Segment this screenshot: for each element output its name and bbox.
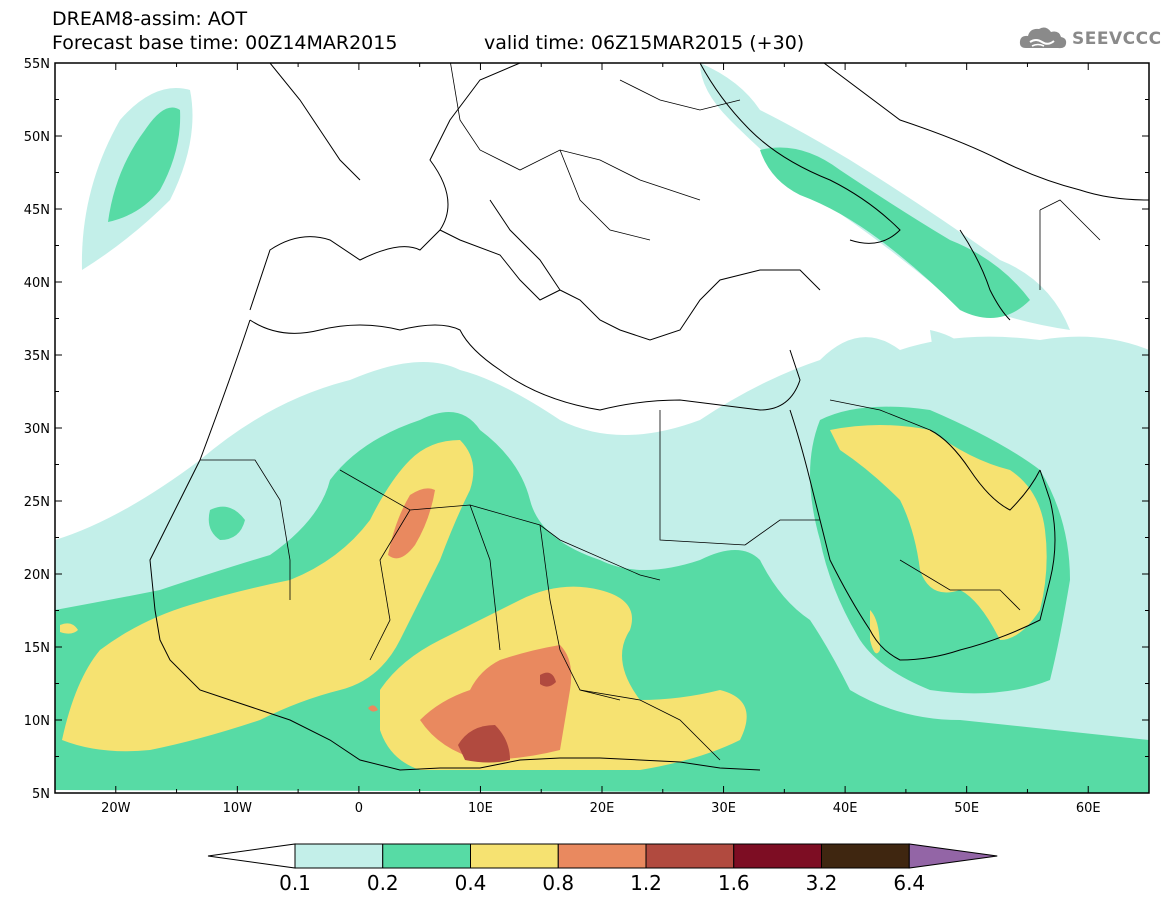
forecast-base-time: Forecast base time: 00Z14MAR2015	[52, 32, 398, 54]
lat-tick-label: 50N	[24, 130, 50, 145]
longitude-axis: 20W 10W 0 10E 20E 30E 40E 50E 60E	[54, 63, 1150, 816]
colorbar-label: 0.8	[542, 871, 574, 895]
colorbar: 0.1 0.2 0.4 0.8 1.2 1.6 3.2 6.4	[207, 843, 998, 895]
colorbar-label: 0.4	[455, 871, 487, 895]
lon-tick-label: 20E	[590, 801, 615, 816]
lon-tick-label: 50E	[954, 801, 979, 816]
colorbar-swatch	[382, 843, 471, 869]
lat-tick-label: 55N	[24, 57, 50, 72]
colorbar-label: 3.2	[806, 871, 838, 895]
colorbar-swatch	[294, 843, 384, 869]
colorbar-swatch	[733, 843, 822, 869]
colorbar-swatch	[645, 843, 735, 869]
colorbar-label: 0.2	[367, 871, 399, 895]
lat-tick-label: 45N	[24, 203, 50, 218]
colorbar-swatch	[821, 843, 910, 869]
lat-tick-label: 5N	[32, 787, 50, 802]
colorbar-max-arrow	[908, 843, 998, 869]
lat-tick-label: 15N	[24, 641, 50, 656]
latitude-axis: 55N 50N 45N 40N 35N 30N 25N 20N 15N 10N 5N	[24, 57, 1149, 802]
aot-level-0-8	[368, 488, 572, 760]
lat-tick-label: 10N	[24, 714, 50, 729]
logo-text: SEEVCCC	[1072, 29, 1162, 49]
aot-field	[55, 63, 1149, 793]
lon-tick-label: 40E	[833, 801, 858, 816]
lat-tick-label: 30N	[24, 422, 50, 437]
lat-tick-label: 35N	[24, 349, 50, 364]
lon-tick-label: 60E	[1076, 801, 1101, 816]
lat-tick-label: 25N	[24, 495, 50, 510]
lon-tick-label: 20W	[101, 801, 131, 816]
colorbar-swatch	[470, 843, 559, 869]
colorbar-label: 0.1	[279, 871, 311, 895]
cloud-icon	[1019, 27, 1067, 49]
coastlines	[149, 63, 1149, 771]
colorbar-min-arrow	[207, 843, 296, 869]
aot-level-1-2	[458, 672, 556, 763]
map-title: DREAM8-assim: AOT	[52, 8, 248, 30]
colorbar-swatch	[557, 843, 647, 869]
colorbar-label: 1.2	[630, 871, 662, 895]
lon-tick-label: 30E	[711, 801, 736, 816]
lon-tick-label: 10E	[468, 801, 493, 816]
seevccc-logo: SEEVCCC	[1018, 24, 1162, 54]
colorbar-label: 1.6	[718, 871, 750, 895]
valid-time: valid time: 06Z15MAR2015 (+30)	[484, 32, 805, 54]
lon-tick-label: 0	[355, 801, 363, 816]
lat-tick-label: 40N	[24, 276, 50, 291]
colorbar-label: 6.4	[893, 871, 925, 895]
borders	[200, 63, 1101, 761]
lon-tick-label: 10W	[223, 801, 253, 816]
lat-tick-label: 20N	[24, 568, 50, 583]
